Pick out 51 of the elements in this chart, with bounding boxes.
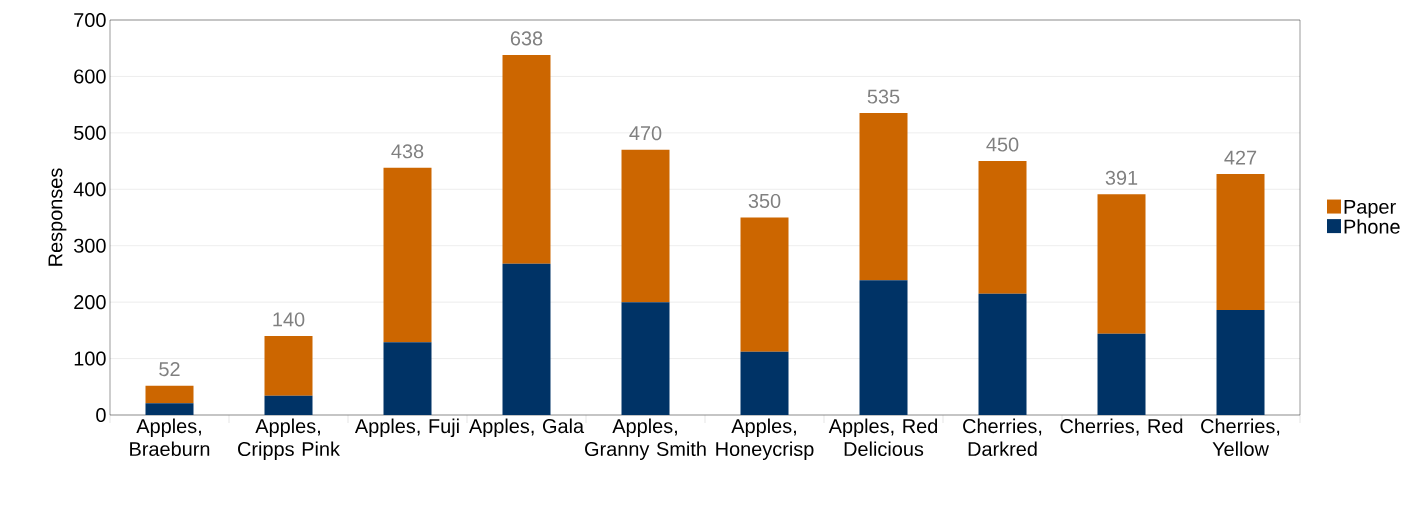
bar [740, 217, 789, 352]
total-label: 52 [159, 362, 180, 377]
bar [383, 342, 432, 415]
x-tick-label: Apples, Braeburn [130, 418, 210, 457]
bar [621, 149, 670, 303]
bar [264, 395, 313, 415]
y-axis-title: Responses [48, 168, 67, 266]
y-tick-label: 200 [74, 295, 106, 310]
bar [502, 263, 551, 415]
total-label: 427 [1224, 150, 1257, 165]
total-label: 535 [867, 89, 900, 104]
total-label: 350 [748, 193, 781, 208]
y-tick-label: 700 [74, 12, 106, 28]
total-label: 470 [629, 126, 662, 141]
bar [978, 161, 1027, 294]
total-label: 438 [391, 144, 424, 159]
x-tick-label: Apples, Red Delicious [828, 418, 938, 457]
x-tick-label: Apples, Fuji [354, 418, 459, 438]
bar [859, 113, 908, 281]
x-tick-label: Apples, Granny Smith [585, 418, 706, 461]
y-tick-label: 500 [74, 125, 106, 140]
bar [740, 351, 789, 415]
bar [502, 54, 551, 264]
bar [145, 403, 194, 415]
bar [1216, 174, 1265, 311]
bar [621, 302, 670, 415]
bar [1216, 310, 1265, 415]
x-tick-label: Cherries, Yellow [1201, 418, 1280, 457]
y-tick-label: 400 [73, 182, 106, 197]
x-tick-label: Apples, Gala [468, 418, 585, 438]
x-tick-label: Cherries, Red [1060, 418, 1183, 436]
bar [978, 293, 1027, 415]
y-tick-label: 0 [96, 407, 106, 423]
y-tick-label: 100 [74, 351, 106, 366]
bar [859, 280, 908, 415]
bar [383, 167, 432, 343]
total-label: 450 [986, 137, 1019, 152]
total-label: 140 [273, 312, 305, 327]
bar [145, 385, 194, 404]
total-label: 391 [1105, 170, 1138, 185]
legend-label: Paper [1344, 199, 1396, 218]
y-tick-label: 300 [74, 238, 106, 253]
bar [1097, 194, 1146, 334]
bar [1097, 333, 1146, 415]
x-tick-label: Apples, Cripps Pink [238, 418, 340, 461]
y-tick-label: 600 [74, 69, 106, 84]
total-label: 638 [510, 31, 543, 46]
legend-label: Phone [1344, 219, 1400, 234]
x-tick-label: Apples, Honeycrisp [716, 418, 814, 461]
x-tick-label: Cherries, Darkred [963, 418, 1042, 457]
bar [264, 336, 313, 396]
